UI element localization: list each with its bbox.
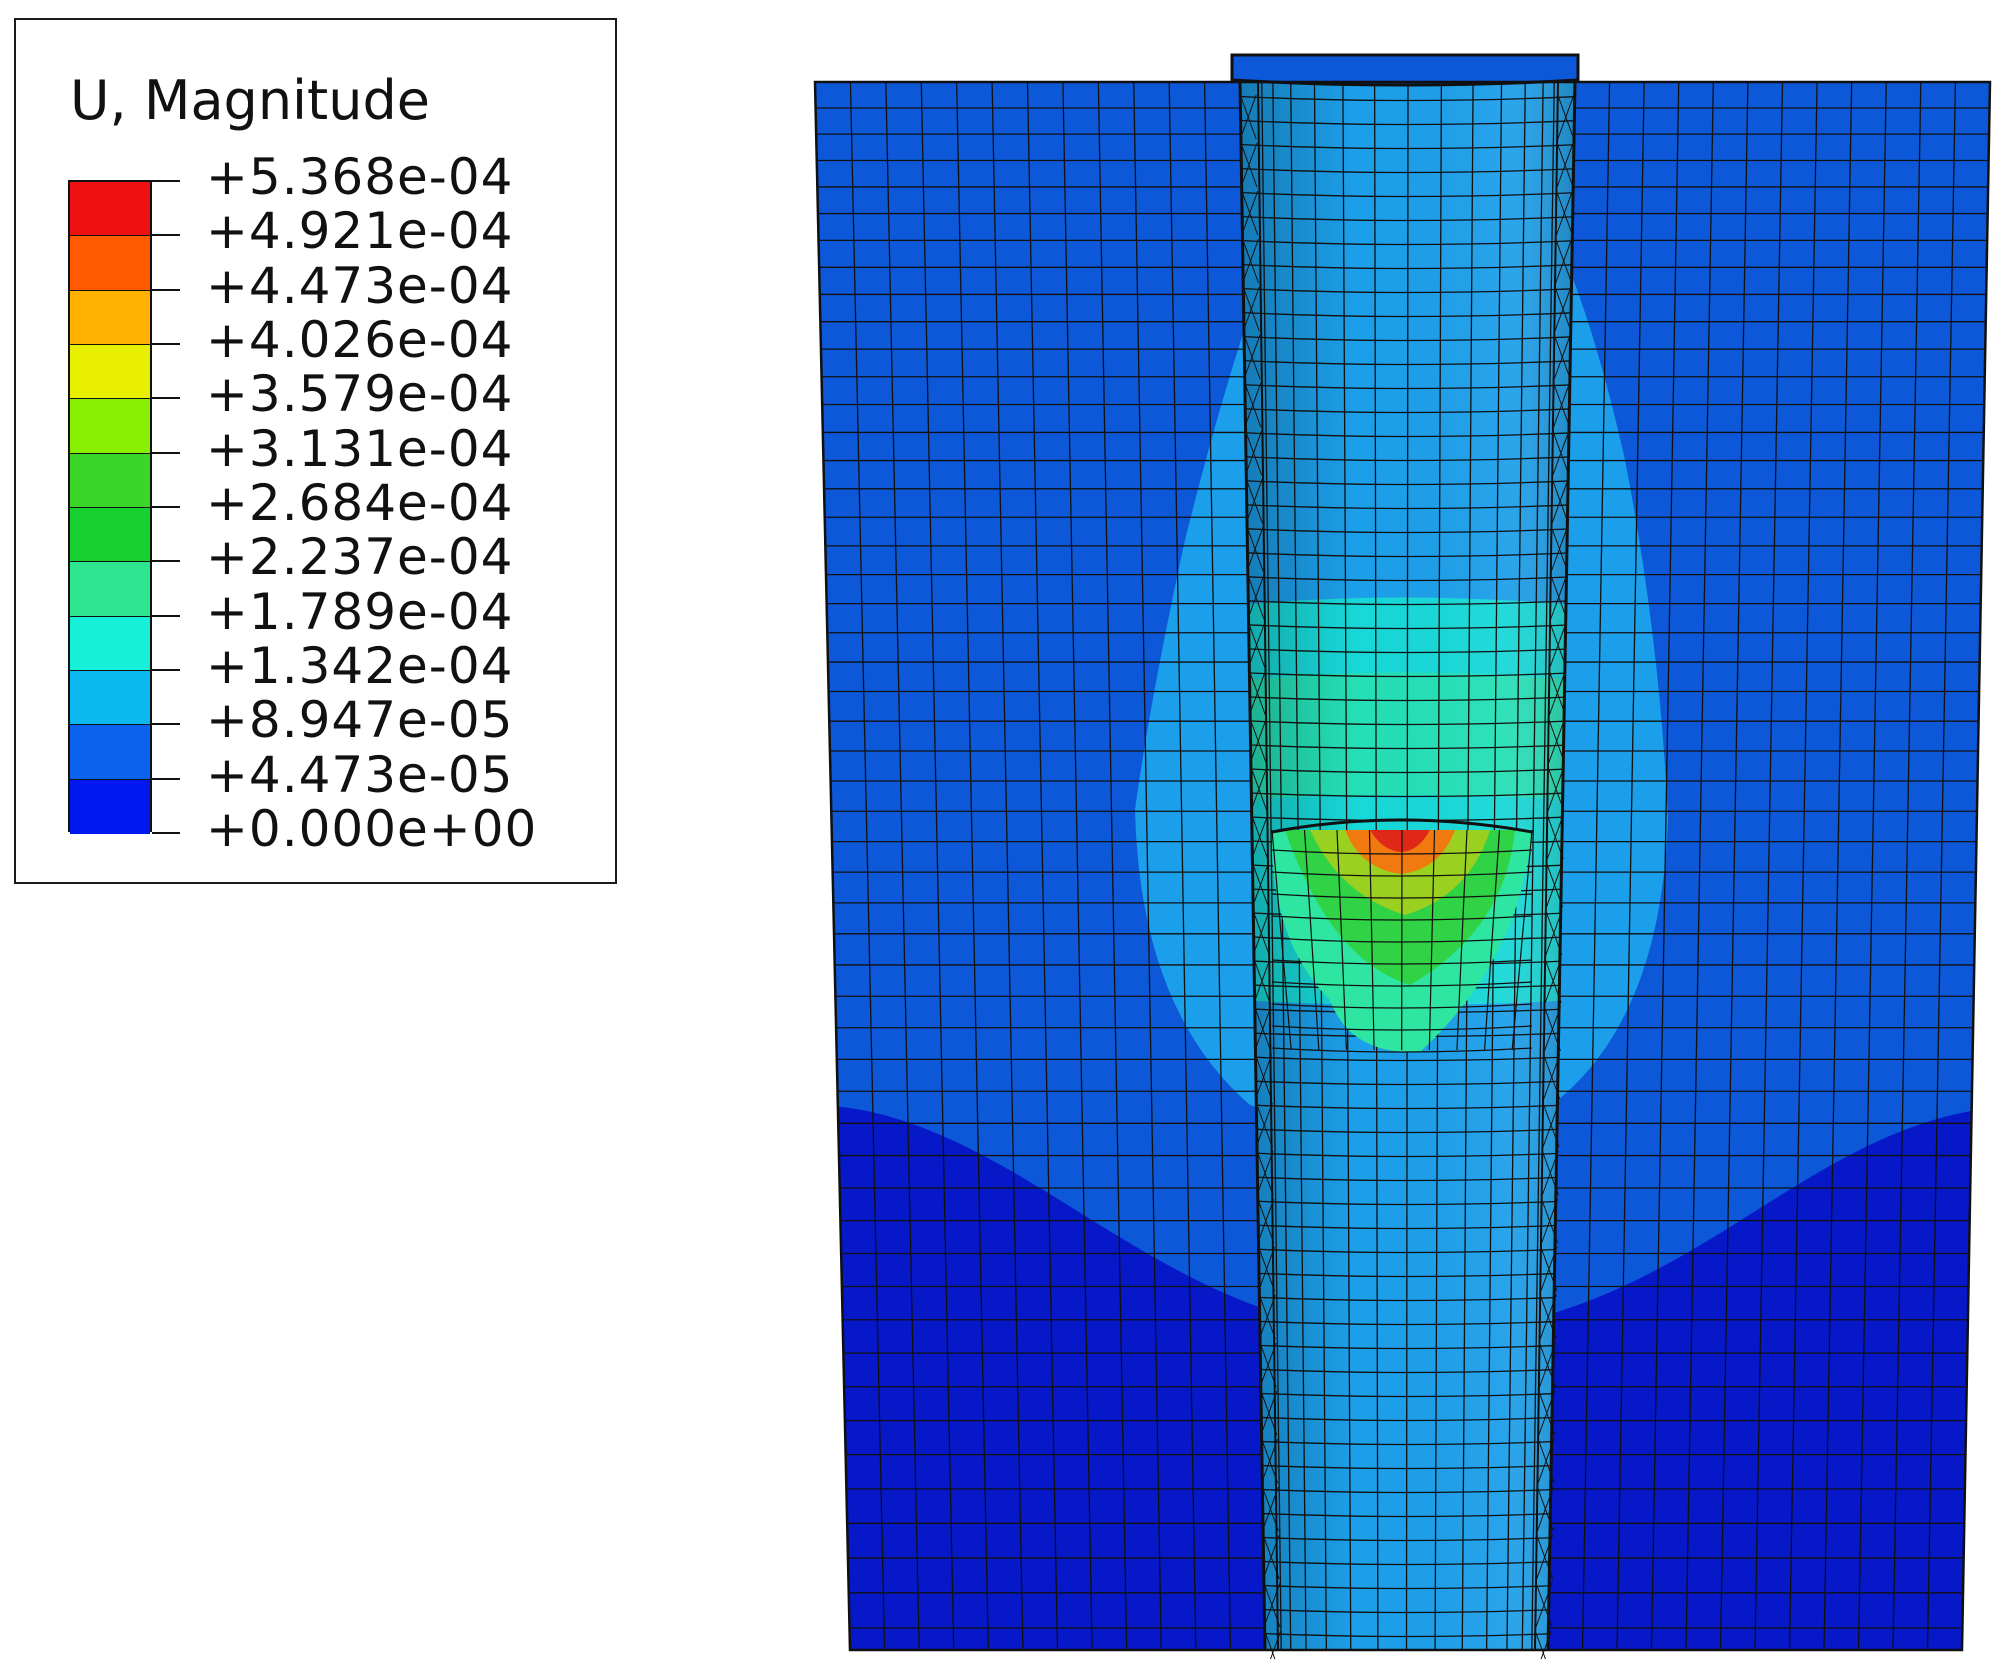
legend-tick <box>152 180 180 182</box>
legend-tick-label: +5.368e-04 <box>206 148 514 206</box>
legend-tick <box>152 560 180 563</box>
legend-band <box>70 616 150 671</box>
model-outlines <box>813 80 1992 1659</box>
legend-band <box>70 453 150 508</box>
legend-tick <box>152 343 180 345</box>
legend-tick <box>152 777 180 780</box>
displacement-peak-zone <box>1271 818 1533 1053</box>
legend-tick-label: +1.789e-04 <box>206 582 514 641</box>
legend-tick <box>152 614 180 617</box>
legend-band <box>70 290 150 345</box>
legend-color-bar <box>68 180 152 834</box>
legend-tick-label: +3.131e-04 <box>206 419 514 478</box>
legend-tick <box>152 832 180 834</box>
legend-tick-label: +4.473e-05 <box>206 745 514 804</box>
legend-tick <box>152 506 180 508</box>
legend-tick-label: +4.026e-04 <box>206 311 514 369</box>
legend-tick-label: +4.921e-04 <box>206 202 514 261</box>
legend-band <box>70 508 150 563</box>
legend-tick-label: +0.000e+00 <box>206 800 538 858</box>
legend-band <box>70 562 150 617</box>
legend-band <box>70 182 150 237</box>
legend-tick <box>152 397 180 400</box>
legend-tick <box>152 451 180 454</box>
legend-tick-label: +3.579e-04 <box>206 365 514 424</box>
legend-band <box>70 725 150 780</box>
legend-band <box>70 345 150 400</box>
legend-tick-label: +2.684e-04 <box>206 474 514 532</box>
legend-tick <box>152 288 180 291</box>
legend-band <box>70 671 150 726</box>
legend-title: U, Magnitude <box>70 69 430 132</box>
legend-band <box>70 236 150 291</box>
legend-tick <box>152 234 180 237</box>
legend-band <box>70 399 150 454</box>
legend-tick-label: +1.342e-04 <box>206 637 514 695</box>
pile-cap <box>1230 53 1580 87</box>
legend-tick <box>152 669 180 671</box>
legend-tick-label: +8.947e-05 <box>206 691 514 750</box>
legend-tick <box>152 723 180 726</box>
legend-tick-label: +2.237e-04 <box>206 528 514 587</box>
legend-tick-label: +4.473e-04 <box>206 256 514 315</box>
contour-legend: U, Magnitude +5.368e-04 +4.921e-04 +4.473e… <box>14 18 617 884</box>
legend-band <box>70 779 150 834</box>
